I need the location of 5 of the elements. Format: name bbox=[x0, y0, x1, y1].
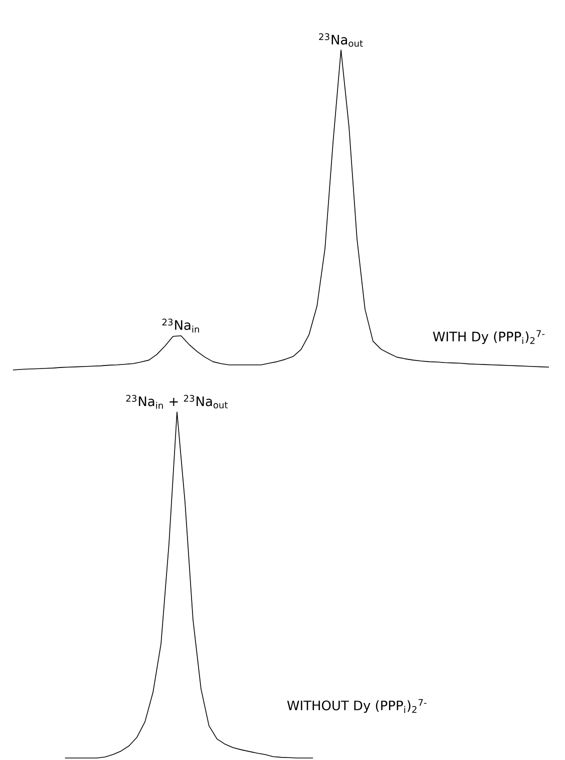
series-label: WITH Dy (PPP$_{i}$)$_{2}$7- bbox=[432, 330, 545, 344]
annotation: $^{23}$Na$_{in}$ + $^{23}$Na$_{out}$ bbox=[126, 394, 228, 409]
text: WITHOUT Dy (PPP$_{i}$)$_{2}$7- bbox=[287, 699, 426, 713]
annotation: $^{23}$Na$_{in}$ bbox=[162, 318, 200, 333]
annotation: $^{23}$Na$_{out}$ bbox=[319, 33, 363, 47]
